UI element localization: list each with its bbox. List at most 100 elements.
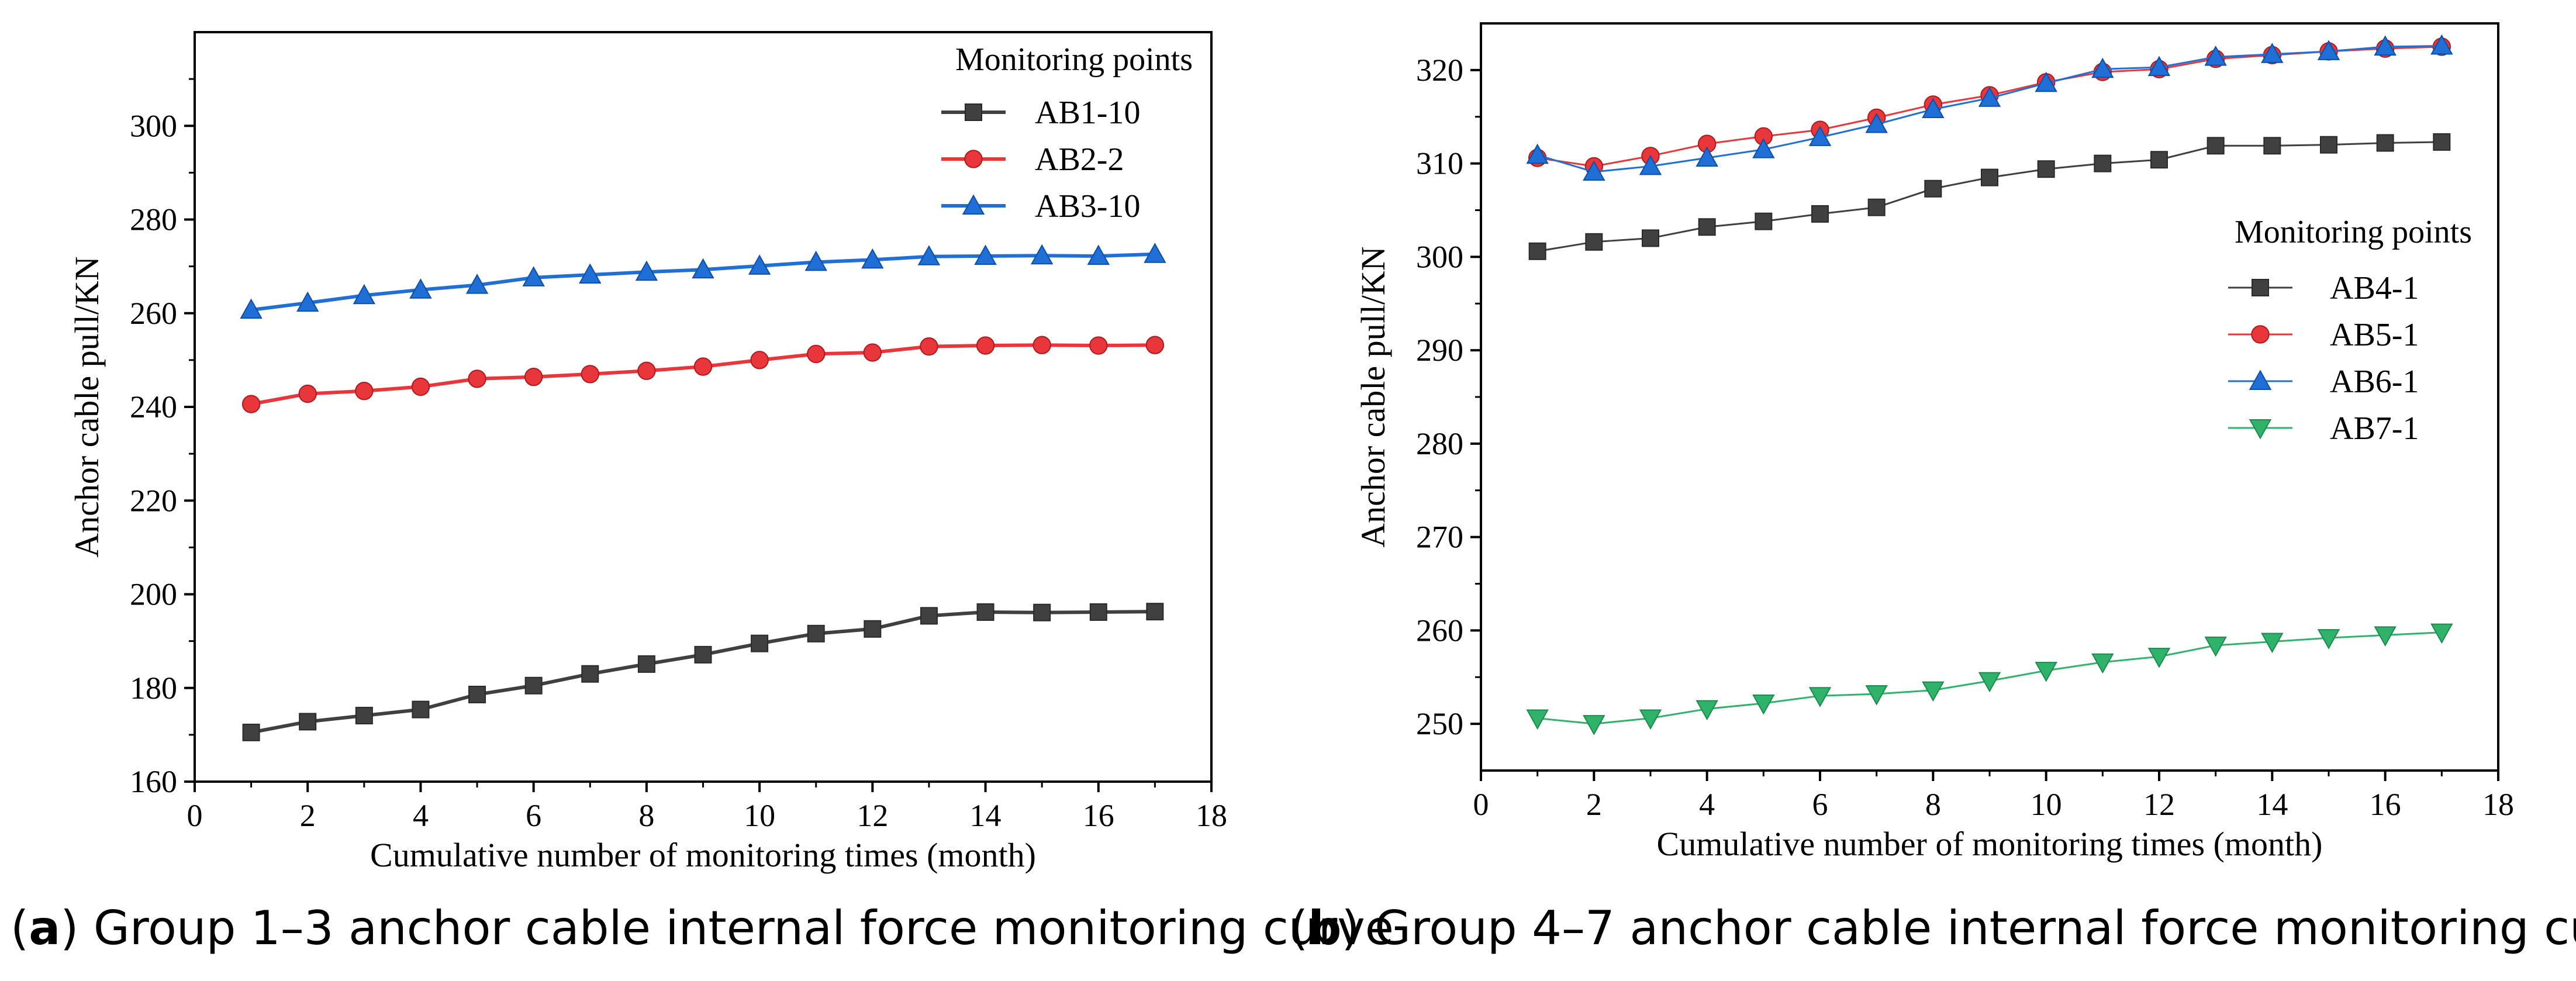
data-point-AB3-10	[1030, 244, 1054, 265]
x-tick-label: 16	[2370, 787, 2401, 822]
data-point-AB6-1	[2374, 35, 2397, 56]
x-tick-label: 8	[638, 798, 654, 833]
data-point-AB3-10	[1087, 244, 1110, 265]
data-point-AB4-1	[1755, 212, 1773, 230]
data-point-AB6-1	[2261, 43, 2284, 63]
y-tick-label: 260	[130, 296, 177, 331]
data-point-AB2-2	[807, 344, 826, 364]
legend-label-AB1-10: AB1-10	[1035, 95, 1140, 131]
data-point-AB1-10	[864, 620, 882, 638]
legend-label-AB6-1: AB6-1	[2330, 364, 2419, 400]
data-point-AB4-1	[2320, 136, 2337, 154]
data-point-AB2-2	[920, 337, 938, 356]
legend-label-AB3-10: AB3-10	[1035, 188, 1140, 224]
data-point-AB7-1	[1583, 715, 1605, 735]
x-axis-title: Cumulative number of monitoring times (m…	[1657, 825, 2323, 863]
legend-title: Monitoring points	[2235, 214, 2472, 250]
y-tick-label: 300	[130, 108, 177, 143]
y-tick-label: 160	[130, 764, 177, 799]
y-tick-label: 280	[1416, 426, 1463, 461]
data-point-AB1-10	[412, 700, 430, 719]
data-point-AB6-1	[2091, 57, 2114, 78]
data-point-AB2-2	[637, 361, 656, 381]
data-point-AB6-1	[2035, 71, 2057, 92]
legend-marker-AB6-1	[2249, 369, 2272, 390]
data-point-AB7-1	[2430, 623, 2453, 644]
data-point-AB3-10	[240, 298, 263, 319]
data-point-AB1-10	[242, 723, 260, 741]
x-tick-label: 10	[744, 798, 775, 833]
y-tick-label: 220	[130, 483, 177, 518]
data-point-AB3-10	[465, 274, 489, 294]
data-point-AB6-1	[1583, 160, 1605, 181]
caption-a: (a) Group 1–3 anchor cable internal forc…	[11, 901, 1394, 955]
series-line-AB6-1	[1537, 44, 2442, 173]
data-point-AB3-10	[861, 248, 884, 269]
x-tick-label: 18	[1196, 798, 1227, 833]
x-tick-label: 0	[1473, 787, 1489, 822]
data-point-AB6-1	[1978, 87, 2001, 107]
data-point-AB4-1	[2150, 151, 2168, 169]
data-point-AB2-2	[863, 343, 882, 362]
data-point-AB1-10	[807, 624, 825, 643]
caption-b-text: Group 4–7 anchor cable internal force mo…	[1360, 901, 2576, 955]
y-tick-label: 300	[1416, 239, 1463, 274]
data-point-AB1-10	[751, 634, 769, 652]
series-line-AB1-10	[251, 610, 1155, 734]
data-point-AB4-1	[1811, 205, 1829, 223]
data-point-AB4-1	[1867, 198, 1886, 216]
x-tick-label: 12	[857, 798, 888, 833]
data-point-AB6-1	[1639, 154, 1662, 175]
legend-label-AB5-1: AB5-1	[2330, 317, 2419, 353]
data-point-AB2-2	[976, 336, 995, 355]
data-point-AB3-10	[635, 260, 658, 281]
data-point-AB6-1	[2204, 45, 2227, 66]
data-point-AB6-1	[1696, 146, 1718, 167]
caption-a-open: (	[11, 901, 29, 955]
x-tick-label: 16	[1083, 798, 1114, 833]
legend-marker-AB1-10	[965, 103, 982, 121]
legend-label-AB4-1: AB4-1	[2330, 270, 2419, 306]
legend-marker-AB5-1	[2251, 325, 2270, 344]
x-tick-label: 14	[2256, 787, 2288, 822]
data-point-AB7-1	[2317, 629, 2340, 650]
data-point-AB2-2	[1145, 336, 1165, 354]
data-point-AB6-1	[2147, 56, 2171, 77]
y-tick-label: 260	[1416, 613, 1463, 648]
data-point-AB3-10	[804, 250, 827, 271]
data-point-AB3-10	[1144, 243, 1166, 263]
x-tick-label: 14	[970, 798, 1002, 833]
data-point-AB3-10	[917, 245, 941, 265]
data-point-AB3-10	[748, 254, 771, 275]
data-point-AB7-1	[1978, 672, 2001, 693]
data-point-AB2-2	[693, 357, 713, 376]
x-tick-label: 8	[1925, 787, 1941, 822]
chart-panel-a: 0 2 4 6 8 10 12 14 16 18 160 180 200 220 240 260 280 300 C…	[68, 31, 1227, 874]
y-tick-label: 290	[1416, 333, 1463, 368]
data-point-AB7-1	[1526, 709, 1549, 730]
data-point-AB4-1	[1924, 179, 1942, 198]
data-point-AB6-1	[1752, 138, 1775, 158]
data-point-AB7-1	[1696, 700, 1718, 721]
data-point-AB7-1	[2374, 626, 2397, 647]
data-point-AB6-1	[2317, 40, 2340, 60]
y-tick-label: 240	[130, 389, 177, 424]
data-point-AB4-1	[1585, 233, 1603, 251]
caption-b-close: )	[1341, 901, 1359, 955]
data-point-AB6-1	[1922, 98, 1945, 118]
data-point-AB3-10	[409, 278, 432, 299]
y-tick-label: 200	[130, 577, 177, 612]
data-point-AB7-1	[1808, 687, 1832, 707]
data-point-AB3-10	[974, 244, 997, 265]
legend-marker-AB2-2	[964, 150, 983, 168]
data-point-AB1-10	[468, 685, 486, 703]
data-point-AB7-1	[2147, 648, 2171, 668]
data-point-AB1-10	[524, 676, 543, 695]
data-point-AB2-2	[581, 365, 599, 384]
data-point-AB2-2	[298, 384, 317, 403]
data-point-AB3-10	[692, 258, 714, 279]
data-point-AB7-1	[1752, 694, 1775, 715]
data-point-AB6-1	[1808, 126, 1832, 146]
x-tick-label: 18	[2482, 787, 2514, 822]
data-point-AB7-1	[2261, 633, 2284, 654]
